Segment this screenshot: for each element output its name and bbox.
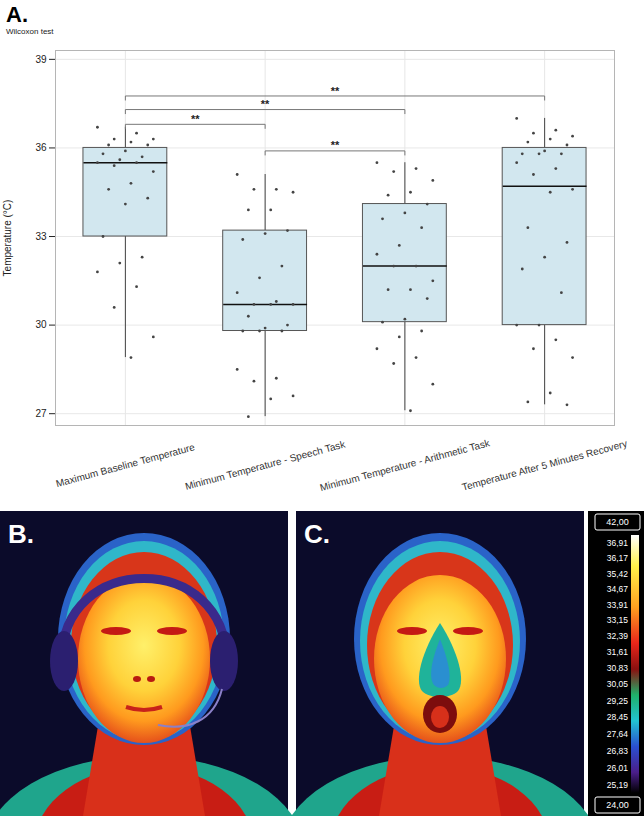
svg-text:Temperature After 5 Minutes Re: Temperature After 5 Minutes Recovery	[461, 438, 629, 493]
svg-text:Minimum Temperature - Arithmet: Minimum Temperature - Arithmetic Task	[318, 437, 491, 494]
svg-text:**: **	[331, 84, 340, 96]
svg-text:36,91: 36,91	[607, 538, 629, 548]
svg-text:**: **	[331, 139, 340, 151]
html-text:Wilcoxon test: Wilcoxon test	[6, 27, 54, 36]
svg-text:**: **	[261, 98, 270, 110]
svg-text:24,00: 24,00	[606, 800, 629, 810]
svg-text:35,42: 35,42	[607, 569, 629, 579]
svg-text:36,17: 36,17	[607, 553, 629, 563]
svg-text:27,64: 27,64	[607, 729, 629, 739]
svg-text:Minimum Temperature - Speech T: Minimum Temperature - Speech Task	[183, 438, 347, 492]
svg-text:31,61: 31,61	[607, 647, 629, 657]
svg-text:26,83: 26,83	[607, 746, 629, 756]
svg-text:30,05: 30,05	[607, 679, 629, 689]
svg-text:B.: B.	[8, 519, 34, 549]
svg-text:**: **	[191, 113, 200, 125]
svg-text:33,91: 33,91	[607, 600, 629, 610]
svg-text:29,25: 29,25	[607, 696, 629, 706]
svg-text:30: 30	[35, 319, 47, 330]
html-text:A.: A.	[6, 2, 28, 27]
svg-text:34,67: 34,67	[607, 584, 629, 594]
svg-text:42,00: 42,00	[606, 517, 629, 527]
svg-text:36: 36	[35, 142, 47, 153]
svg-text:Maximum Baseline Temperature: Maximum Baseline Temperature	[55, 441, 197, 489]
svg-text:33,15: 33,15	[607, 615, 629, 625]
svg-text:C.: C.	[304, 519, 330, 549]
svg-text:28,45: 28,45	[607, 712, 629, 722]
svg-text:39: 39	[35, 54, 47, 65]
svg-text:25,19: 25,19	[607, 780, 629, 790]
svg-text:33: 33	[35, 231, 47, 242]
svg-text:32,39: 32,39	[607, 631, 629, 641]
svg-text:27: 27	[35, 408, 47, 419]
svg-text:30,83: 30,83	[607, 663, 629, 673]
svg-text:26,01: 26,01	[607, 763, 629, 773]
svg-text:Temperature (°C): Temperature (°C)	[2, 200, 13, 277]
